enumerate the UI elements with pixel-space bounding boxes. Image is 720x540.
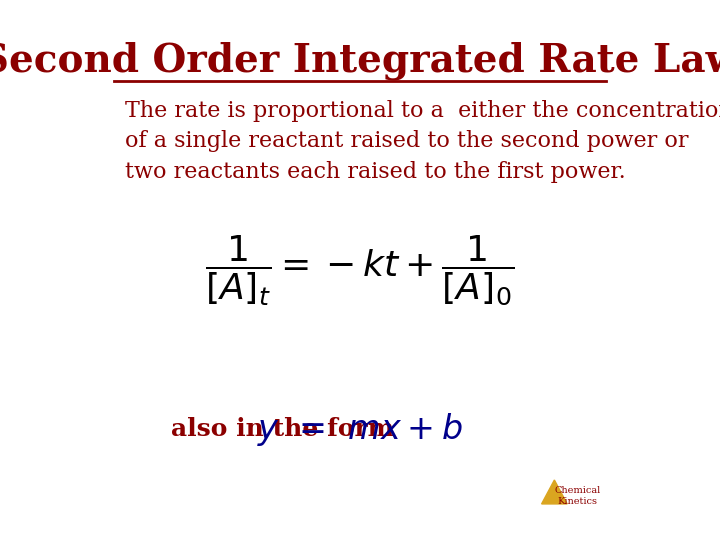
Text: The rate is proportional to a  either the concentration
of a single reactant rai: The rate is proportional to a either the… bbox=[125, 100, 720, 183]
Polygon shape bbox=[541, 480, 567, 504]
Text: Second Order Integrated Rate Law: Second Order Integrated Rate Law bbox=[0, 42, 720, 80]
Text: also in the form: also in the form bbox=[171, 417, 394, 442]
Text: Chemical
Kinetics: Chemical Kinetics bbox=[554, 486, 600, 506]
Text: $\dfrac{1}{[A]_t} = -kt + \dfrac{1}{[A]_0}$: $\dfrac{1}{[A]_t} = -kt + \dfrac{1}{[A]_… bbox=[205, 233, 515, 307]
Text: $y$  =  $mx + b$: $y$ = $mx + b$ bbox=[257, 411, 463, 448]
